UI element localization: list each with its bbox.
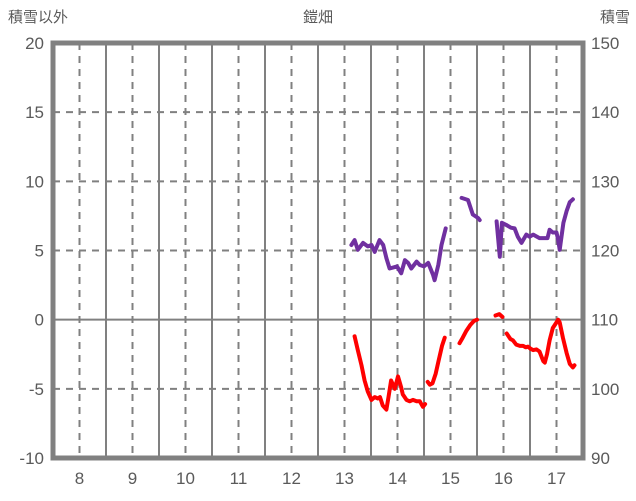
left-axis-tick-label: 20 [25, 34, 44, 53]
series-line-other [504, 317, 577, 370]
left-axis-tick-label: -10 [19, 449, 44, 468]
right-axis-tick-label: 150 [591, 34, 619, 53]
x-axis-tick-label: 11 [230, 469, 248, 488]
right-axis-tick-label: 130 [591, 172, 619, 191]
right-axis-tick-label: 100 [591, 380, 619, 399]
series-line-snow-depth [494, 197, 575, 259]
x-axis-tick-label: 16 [494, 469, 513, 488]
left-axis-tick-label: 15 [25, 103, 44, 122]
left-axis-tick-label: -5 [29, 380, 44, 399]
series-line-other [425, 335, 447, 387]
left-axis-title: 積雪以外 [8, 9, 68, 26]
x-axis-tick-label: 13 [335, 469, 354, 488]
series-line-other [457, 317, 479, 346]
right-axis-title: 積雪 [600, 9, 630, 26]
x-axis-tick-label: 10 [176, 469, 195, 488]
series-line-snow-depth [459, 195, 482, 223]
x-axis-tick-label: 9 [128, 469, 137, 488]
plot-border [50, 40, 586, 461]
x-axis-tick-label: 14 [388, 469, 407, 488]
chart-title: 鎧畑 [303, 9, 333, 26]
left-axis-tick-label: 10 [25, 172, 44, 191]
right-axis-tick-label: 140 [591, 103, 619, 122]
left-axis-tick-label: 0 [35, 311, 44, 330]
right-axis-tick-label: 110 [591, 311, 618, 330]
series-line-other [493, 312, 505, 319]
x-axis-tick-label: 17 [547, 469, 566, 488]
right-axis-tick-label: 90 [591, 449, 610, 468]
x-axis-tick-label: 8 [75, 469, 84, 488]
series-line-other [352, 334, 428, 412]
x-axis-tick-label: 15 [441, 469, 460, 488]
right-axis-tick-label: 120 [591, 242, 619, 261]
left-axis-tick-label: 5 [35, 242, 44, 261]
series-line-snow-depth [349, 226, 448, 283]
x-axis-tick-label: 12 [282, 469, 301, 488]
